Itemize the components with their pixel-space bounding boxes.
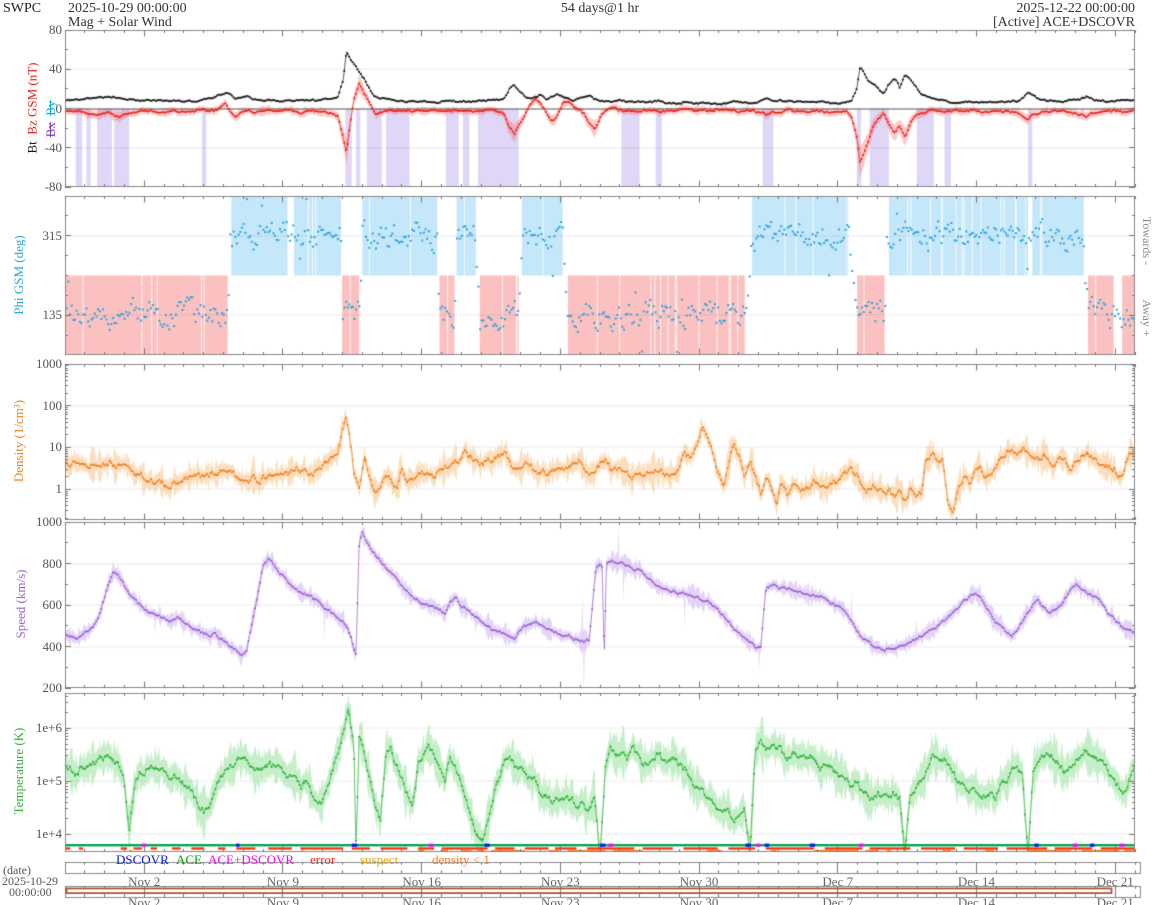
legend-ace-dscovr: ACE+DSCOVR xyxy=(208,852,295,867)
speed-ytick-800: 800 xyxy=(42,555,63,571)
phi-axis-label: Phi GSM (deg) xyxy=(11,235,26,315)
scroll-date-label-Nov-30: Nov 30 xyxy=(679,895,719,905)
date-label-Dec-14: Dec 14 xyxy=(957,874,996,889)
mag-ytick-0: 0 xyxy=(55,100,63,116)
density-ytick-1000: 1000 xyxy=(36,356,62,371)
plot-title: Mag + Solar Wind xyxy=(68,15,172,30)
scroll-start-time: 00:00:00 xyxy=(9,885,52,899)
scroll-start-date: 2025-10-29 xyxy=(2,874,58,888)
source-status: [Active] ACE+DSCOVR xyxy=(992,15,1135,30)
date-label-Dec-21: Dec 21 xyxy=(1096,874,1134,889)
mag-ytick--80: -80 xyxy=(44,179,62,194)
scroll-date-label-Nov-23: Nov 23 xyxy=(541,895,580,905)
legend-error: error xyxy=(310,852,336,867)
scroll-date-label-Dec-21: Dec 21 xyxy=(1096,895,1134,905)
mag-ytick-80: 80 xyxy=(49,22,62,37)
speed-ytick-200: 200 xyxy=(42,680,63,695)
temperature-ytick-1e+4: 1e+4 xyxy=(35,826,62,842)
scroll-date-label-Dec-7: Dec 7 xyxy=(822,895,854,905)
date-label-Nov-30: Nov 30 xyxy=(679,874,719,889)
density-ytick-1: 1 xyxy=(55,481,63,497)
window-duration: 54 days@1 hr xyxy=(560,1,640,16)
window-start-datetime: 2025-10-29 00:00:00 xyxy=(68,1,187,16)
swpc-brand: SWPC xyxy=(3,1,42,16)
phi-ytick-315: 315 xyxy=(42,227,63,243)
mag-ytick--40: -40 xyxy=(44,139,62,155)
speed-ytick-600: 600 xyxy=(42,597,63,612)
scroll-date-label-Nov-16: Nov 16 xyxy=(402,895,441,905)
mag-ytick-40: 40 xyxy=(49,61,62,77)
legend-dscovr: DSCOVR xyxy=(116,852,169,867)
sector-away-label: Away + xyxy=(1140,299,1154,337)
temperature-ytick-1e+5: 1e+5 xyxy=(35,773,62,789)
scroll-date-label-Dec-14: Dec 14 xyxy=(957,895,996,905)
mag-axis-label-bx: Bx xyxy=(43,122,58,138)
date-label-Dec-7: Dec 7 xyxy=(822,874,854,889)
speed-ytick-1000: 1000 xyxy=(36,514,62,529)
sector-towards-label: Towards - xyxy=(1140,216,1154,266)
phi-ytick-135: 135 xyxy=(42,307,63,323)
date-label-Nov-23: Nov 23 xyxy=(541,874,580,889)
scroll-date-label-Nov-9: Nov 9 xyxy=(266,895,300,905)
date-caption: (date) xyxy=(3,863,31,877)
window-end-datetime: 2025-12-22 00:00:00 xyxy=(1016,1,1135,16)
date-label-Nov-9: Nov 9 xyxy=(266,874,300,889)
date-label-Nov-16: Nov 16 xyxy=(402,874,441,889)
density-ytick-100: 100 xyxy=(42,397,63,413)
density-ytick-10: 10 xyxy=(49,439,62,455)
legend-ace: ACE xyxy=(176,852,202,867)
speed-ytick-400: 400 xyxy=(42,638,63,654)
legend-density-lt-1: density < 1 xyxy=(432,852,490,867)
temperature-ytick-1e+6: 1e+6 xyxy=(35,720,62,736)
date-label-Nov-2: Nov 2 xyxy=(128,874,161,889)
scroll-date-label-Nov-2: Nov 2 xyxy=(128,895,161,905)
legend-suspect: suspect xyxy=(360,852,399,867)
